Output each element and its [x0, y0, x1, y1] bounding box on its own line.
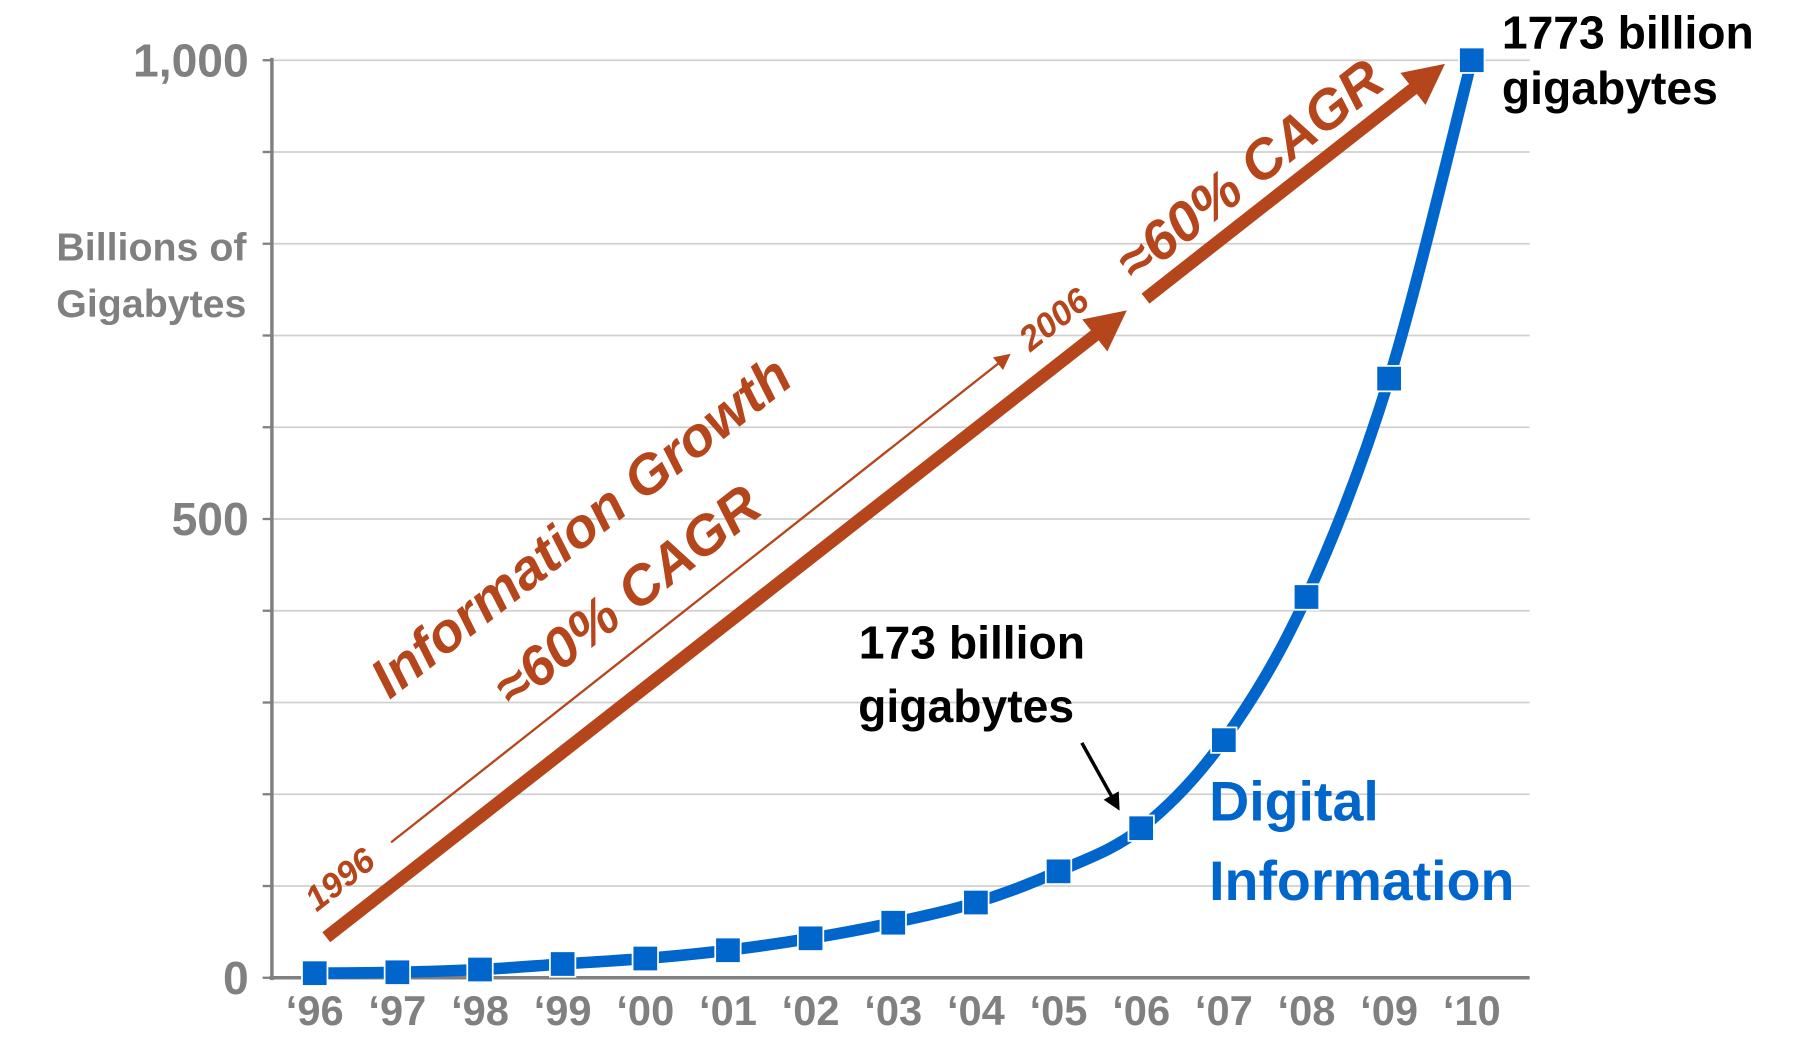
rate-label: ≈60% CAGR [1104, 47, 1395, 293]
series-label: Digital [1209, 770, 1379, 832]
growth-arrow [1141, 63, 1445, 304]
point-label: gigabytes [858, 680, 1074, 732]
x-tick-label: ‘03 [864, 987, 922, 1034]
y-tick-label: 0 [223, 952, 249, 1004]
x-tick-label: ‘98 [451, 987, 509, 1034]
x-tick-label: ‘05 [1030, 987, 1088, 1034]
pointer-arrow [1080, 742, 1120, 811]
data-point [879, 909, 907, 937]
x-tick-label: ‘09 [1360, 987, 1418, 1034]
growth-arrow [322, 310, 1127, 943]
x-tick-label: ‘96 [286, 987, 344, 1034]
data-point [1127, 814, 1155, 842]
data-point [631, 944, 659, 973]
data-point [549, 950, 577, 978]
data-point [1210, 726, 1238, 754]
y-axis-label: Billions of [56, 225, 247, 269]
thin-arrow [390, 353, 1011, 844]
x-tick-label: ‘99 [534, 987, 592, 1034]
data-point [797, 924, 825, 952]
data-point [1458, 46, 1486, 74]
point-label: 1773 billion [1502, 7, 1754, 59]
data-point [1044, 857, 1073, 885]
x-tick-label: ‘00 [616, 987, 674, 1034]
x-tick-label: ‘08 [1278, 987, 1336, 1034]
y-axis-label: Gigabytes [56, 282, 246, 326]
x-tick-label: ‘07 [1195, 987, 1253, 1034]
x-tick-label: ‘97 [368, 987, 426, 1034]
data-point [714, 936, 742, 964]
growth-arrows [322, 63, 1445, 943]
data-point [383, 958, 411, 986]
data-point [1375, 365, 1403, 393]
series-line [314, 58, 1478, 979]
point-label: 173 billion [859, 616, 1085, 668]
x-tick-label: ‘01 [699, 987, 757, 1034]
series-label: Information [1209, 850, 1514, 912]
data-point [301, 959, 329, 987]
y-tick-label: 1,000 [133, 34, 249, 86]
x-tick-label: ‘10 [1443, 987, 1501, 1034]
data-point [962, 888, 990, 917]
data-point [1292, 583, 1321, 611]
point-label: gigabytes [1502, 62, 1718, 114]
x-tick-label: ‘04 [947, 987, 1005, 1034]
data-point [466, 955, 494, 984]
y-tick-label: 500 [172, 493, 249, 545]
x-tick-label: ‘06 [1112, 987, 1170, 1034]
x-tick-label: ‘02 [782, 987, 840, 1034]
